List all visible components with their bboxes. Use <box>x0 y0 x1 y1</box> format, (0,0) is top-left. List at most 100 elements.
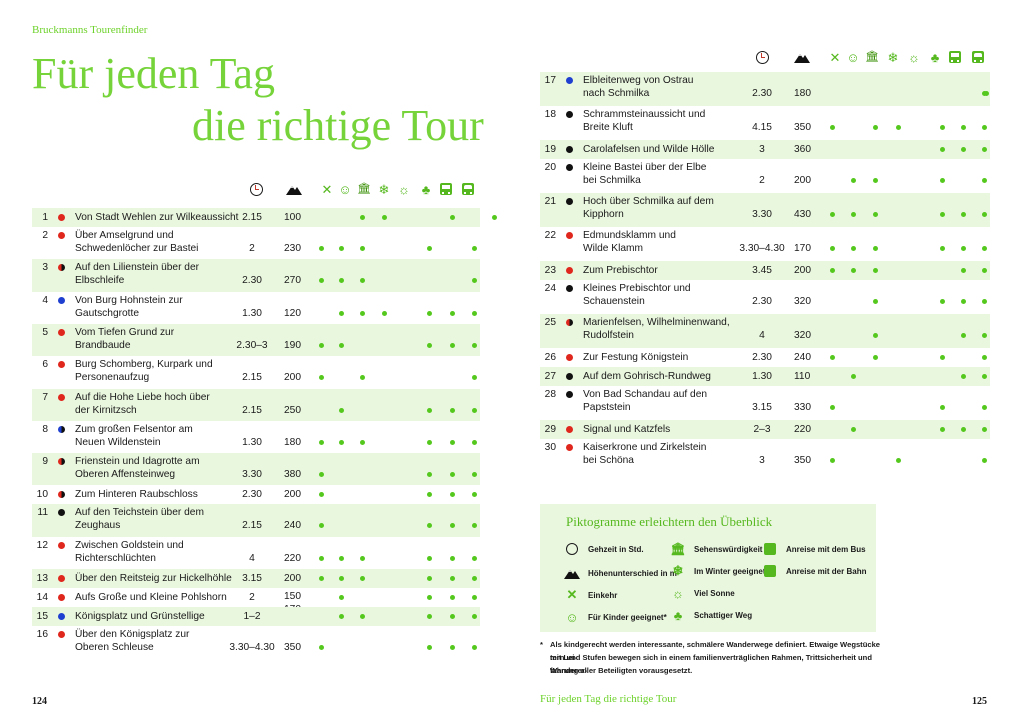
elevation: 200 <box>794 265 811 276</box>
legend-item: ☼ Viel Sonne <box>670 586 735 601</box>
elevation: 180 <box>284 436 301 448</box>
tour-name: Auf den Lilienstein über der Elbschleife <box>75 262 200 287</box>
pictogram-dot <box>940 427 945 432</box>
pictogram-dot <box>940 125 945 130</box>
tour-name: Aufs Große und Kleine Pohlshorn <box>75 592 227 603</box>
legend-label: Anreise mit dem Bus <box>786 544 866 554</box>
difficulty-dot <box>58 214 65 221</box>
tour-name: Über den Königsplatz zur Oberen Schleuse <box>75 629 190 653</box>
pictogram-dot <box>450 614 455 619</box>
tour-row[interactable]: 7 Auf die Hohe Liebe hoch über der Kirnitz… <box>32 388 480 421</box>
tour-row[interactable]: 3 Auf den Lilienstein über der Elbschleife… <box>32 259 480 292</box>
tour-row[interactable]: 10 Zum Hinteren Raubschloss 2.30 200 <box>32 485 480 504</box>
elevation: 250 <box>284 404 301 416</box>
tour-row[interactable]: 26 Zur Festung Königstein 2.30 240 <box>540 348 990 367</box>
mountain-icon <box>286 182 302 196</box>
pictogram-dot <box>450 645 455 650</box>
pictogram-dot <box>450 215 455 220</box>
pictogram-dot <box>982 212 987 217</box>
pictogram-dot <box>896 458 901 463</box>
tour-row[interactable]: 9 Frienstein und Idagrotte am Oberen Affen… <box>32 453 480 486</box>
footnote-line: tern und Stufen bewegen sich in einem fa… <box>550 653 872 675</box>
tour-name: Von Stadt Wehlen zur Wilkeaussicht <box>75 212 239 223</box>
legend-title: Piktogramme erleichtern den Überblick <box>566 514 773 529</box>
walking-time: 3.15 <box>752 402 772 413</box>
difficulty-dot <box>58 631 65 638</box>
tour-row[interactable]: 17 Elbleitenweg von Ostrau nach Schmilka 2.… <box>540 72 990 106</box>
pictogram-dot <box>427 472 432 478</box>
tour-row[interactable]: 24 Kleines Prebischtor und Schauenstein 2.3… <box>540 280 990 314</box>
tour-row[interactable]: 20 Kleine Bastei über der Elbe bei Schmilk… <box>540 159 990 193</box>
pictogram-dot <box>830 405 835 410</box>
legend-item: Anreise mit der Bahn <box>762 564 866 578</box>
tour-row[interactable]: 12 Zwischen Goldstein und Richterschlüchte… <box>32 537 480 569</box>
tour-name: Elbleitenweg von Ostrau nach Schmilka <box>583 75 694 99</box>
pictogram-dot <box>830 246 835 251</box>
tour-row[interactable]: 25 Marienfelsen, Wilhelminenwand, Rudolfst… <box>540 314 990 348</box>
tour-row[interactable]: 18 Schrammsteinaussicht und Breite Kluft 4.… <box>540 106 990 140</box>
pictogram-dot <box>319 342 324 348</box>
pictogram-dot <box>360 310 365 316</box>
pictogram-dot <box>982 178 987 183</box>
legend-label: Gehzeit in Std. <box>588 544 644 554</box>
tour-row[interactable]: 8 Zum großen Felsentor am Neuen Wildenstei… <box>32 421 480 453</box>
tour-row[interactable]: 13 Über den Reitsteig zur Hickelhöhle 3.15… <box>32 569 480 588</box>
tour-number: 24 <box>544 283 556 294</box>
pictogram-dot <box>360 215 365 220</box>
pictogram-dot <box>830 125 835 130</box>
tour-number: 13 <box>36 573 48 584</box>
difficulty-dot <box>566 391 573 398</box>
elevation: 320 <box>794 330 811 341</box>
tour-row[interactable]: 23 Zum Prebischtor 3.45 200 <box>540 261 990 280</box>
tour-row[interactable]: 11 Auf den Teichstein über dem Zeughaus 2.1… <box>32 504 480 537</box>
tour-row[interactable]: 22 Edmundsklamm und Wilde Klamm 3.30–4.30 17… <box>540 227 990 261</box>
tour-name: Auf den Teichstein über dem Zeughaus <box>75 507 204 532</box>
pictogram-dot <box>472 523 477 529</box>
pictogram-dot <box>339 595 344 600</box>
pictogram-dot <box>427 439 432 445</box>
elevation: 270 <box>284 275 301 287</box>
tour-row[interactable]: 5 Vom Tiefen Grund zur Brandbaude 2.30–3 190 <box>32 323 480 357</box>
tour-row[interactable]: 16 Über den Königsplatz zur Oberen Schleus… <box>32 626 480 658</box>
difficulty-dot <box>566 164 573 171</box>
difficulty-dot <box>566 146 573 153</box>
tour-row[interactable]: 6 Burg Schomberg, Kurpark und Personenaufz… <box>32 356 480 388</box>
difficulty-dot <box>58 232 65 239</box>
pictogram-dot <box>360 614 365 619</box>
tour-row[interactable]: 4 Von Burg Hohnstein zur Gautschgrotte 1.30… <box>32 292 480 324</box>
pictogram-dot <box>360 375 365 381</box>
tour-row[interactable]: 15 Königsplatz und Grünstellige 1–2 <box>32 607 480 626</box>
legend-label: Anreise mit der Bahn <box>786 566 867 576</box>
tour-name: Kleines Prebischtor und Schauenstein <box>583 283 691 307</box>
tour-row[interactable]: 2 Über Amselgrund und Schwedenlöcher zur B… <box>32 227 480 259</box>
tour-row[interactable]: 30 Kaiserkrone und Zirkelstein bei Schöna 3… <box>540 439 990 473</box>
page-number-left: 124 <box>32 696 47 707</box>
pictogram-dot <box>472 645 477 650</box>
tour-row[interactable]: 27 Auf dem Gohrisch-Rundweg 1.30 110 <box>540 367 990 386</box>
pictogram-dot <box>982 355 987 360</box>
tour-row[interactable]: 19 Carolafelsen und Wilde Hölle 3 360 <box>540 140 990 159</box>
elevation: 200 <box>794 175 811 186</box>
tour-number: 19 <box>544 144 556 155</box>
pictogram-dot <box>472 555 477 561</box>
tour-row[interactable]: 1 Von Stadt Wehlen zur Wilkeaussicht 2.15 1… <box>32 208 497 227</box>
legend-item: ✕ Einkehr <box>564 587 618 602</box>
pictogram-dot <box>982 333 987 338</box>
pictogram-dot <box>339 342 344 348</box>
elevation: 430 <box>794 209 811 220</box>
pictogram-dot <box>472 407 477 413</box>
walking-time: 2.15 <box>242 212 262 223</box>
tour-row[interactable]: 28 Von Bad Schandau auf den Papststein 3.15… <box>540 386 990 420</box>
tour-number: 5 <box>42 326 48 338</box>
tour-row[interactable]: 29 Signal und Katzfels 2–3 220 <box>540 420 990 439</box>
pictogram-dot <box>961 147 966 152</box>
elevation: 220 <box>794 424 811 435</box>
pictogram-dot <box>360 246 365 251</box>
tour-name: Auf dem Gohrisch-Rundweg <box>583 371 711 382</box>
walking-time: 3.30 <box>752 209 772 220</box>
cross-icon: ✕ <box>566 587 578 602</box>
difficulty-dot <box>566 232 573 239</box>
tour-name: Über Amselgrund und Schwedenlöcher zur Ba… <box>75 230 199 254</box>
tour-row[interactable]: 21 Hoch über Schmilka auf dem Kipphorn 3.30… <box>540 193 990 227</box>
